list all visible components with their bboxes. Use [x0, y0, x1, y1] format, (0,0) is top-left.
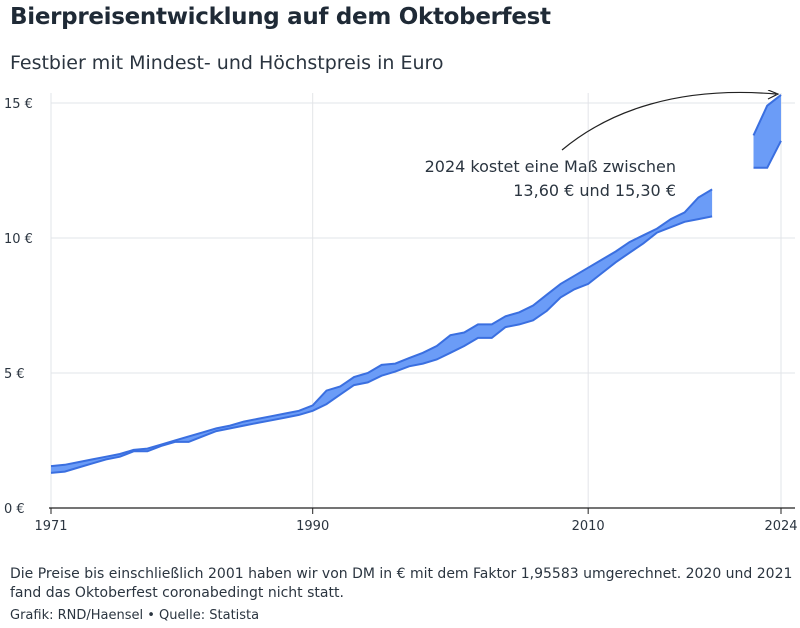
annotation-line-1: 2024 kostet eine Maß zwischen — [425, 157, 676, 176]
source-line: Grafik: RND/Haensel • Quelle: Statista — [10, 608, 260, 623]
price-band-2 — [753, 94, 781, 168]
x-tick-label: 1971 — [34, 519, 67, 534]
y-tick-label: 0 € — [4, 502, 25, 517]
min-price-line-1 — [50, 215, 713, 474]
min-price-line-2 — [753, 140, 782, 169]
page-title: Bierpreisentwicklung auf dem Oktoberfest — [10, 4, 551, 30]
y-tick-label: 10 € — [4, 232, 33, 247]
price-band-1 — [51, 189, 713, 473]
axis-layer: 0 € 5 € 10 € 15 € 1971 1990 2010 2024 — [4, 97, 798, 534]
page-subtitle: Festbier mit Mindest- und Höchstpreis in… — [10, 52, 444, 74]
x-tick-label: 2024 — [764, 519, 797, 534]
annotation-line-2: 13,60 € und 15,30 € — [513, 181, 676, 200]
price-chart: 0 € 5 € 10 € 15 € 1971 1990 2010 2024 2024 kost… — [4, 90, 798, 534]
grid-layer — [50, 93, 795, 508]
x-tick-label: 1990 — [296, 519, 329, 534]
band-layer — [50, 94, 782, 474]
x-tick-label: 2010 — [572, 519, 605, 534]
annotation-arrowhead — [767, 90, 780, 100]
y-tick-label: 5 € — [4, 367, 25, 382]
annotation-layer: 2024 kostet eine Maß zwischen 13,60 € un… — [425, 90, 780, 200]
footnote: Die Preise bis einschließlich 2001 haben… — [10, 566, 793, 601]
annotation-arrow — [561, 91, 777, 151]
max-price-line-1 — [50, 188, 713, 468]
max-price-line-2 — [752, 94, 782, 136]
y-tick-label: 15 € — [4, 97, 33, 112]
